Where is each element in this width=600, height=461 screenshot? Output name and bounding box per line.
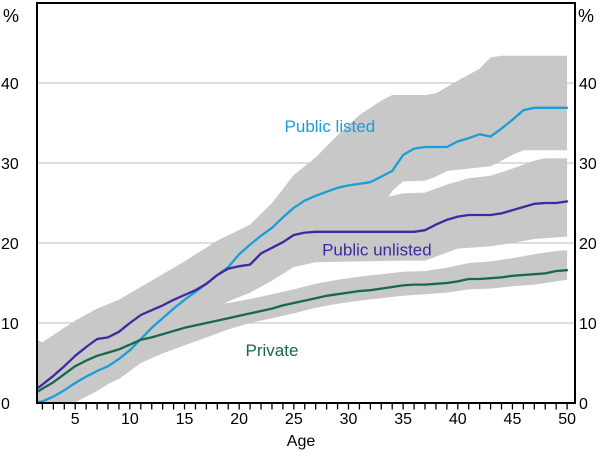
series-lines-group: [37, 106, 569, 404]
y-tick-label-left-0: 0: [1, 396, 10, 413]
x-axis-ticks-group: [41, 404, 568, 410]
y-tick-label-right-40: 40: [579, 76, 597, 93]
series-label-public_unlisted: Public unlisted: [322, 240, 432, 259]
x-tick-label-35: 35: [394, 411, 412, 428]
series-line-private: [37, 269, 569, 394]
y-unit-left: %: [3, 6, 19, 26]
x-tick-label-20: 20: [230, 411, 248, 428]
confidence-bands-group: [37, 55, 568, 403]
confidence-band-public_unlisted: [37, 158, 568, 400]
x-tick-label-45: 45: [504, 411, 522, 428]
series-label-public_listed: Public listed: [285, 117, 376, 136]
y-tick-label-right-10: 10: [579, 316, 597, 333]
y-tick-label-left-30: 30: [1, 156, 19, 173]
series-line-public_listed: [37, 106, 569, 404]
x-axis-title: Age: [287, 433, 316, 450]
y-unit-right: %: [578, 6, 594, 26]
confidence-band-private: [37, 250, 568, 403]
x-axis-labels-group: 5 10 15 20 25 30 35 40 45 50: [71, 411, 576, 428]
x-tick-label-15: 15: [176, 411, 194, 428]
x-tick-label-30: 30: [340, 411, 358, 428]
y-tick-label-left-10: 10: [1, 316, 19, 333]
plot-frame: [36, 2, 576, 404]
x-tick-label-10: 10: [121, 411, 139, 428]
y-tick-label-right-0: 0: [579, 396, 588, 413]
x-tick-label-25: 25: [285, 411, 303, 428]
series-line-public_unlisted: [37, 200, 569, 390]
y-tick-label-left-40: 40: [1, 76, 19, 93]
x-tick-label-50: 50: [558, 411, 576, 428]
x-tick-label-5: 5: [71, 411, 80, 428]
series-label-private: Private: [246, 341, 299, 360]
y-tick-label-right-30: 30: [579, 156, 597, 173]
y-tick-label-left-20: 20: [1, 236, 19, 253]
y-axis-labels-group: 0 0 10 10 20 20 30 30 40 40: [1, 76, 597, 413]
y-tick-label-right-20: 20: [579, 236, 597, 253]
x-tick-label-40: 40: [449, 411, 467, 428]
